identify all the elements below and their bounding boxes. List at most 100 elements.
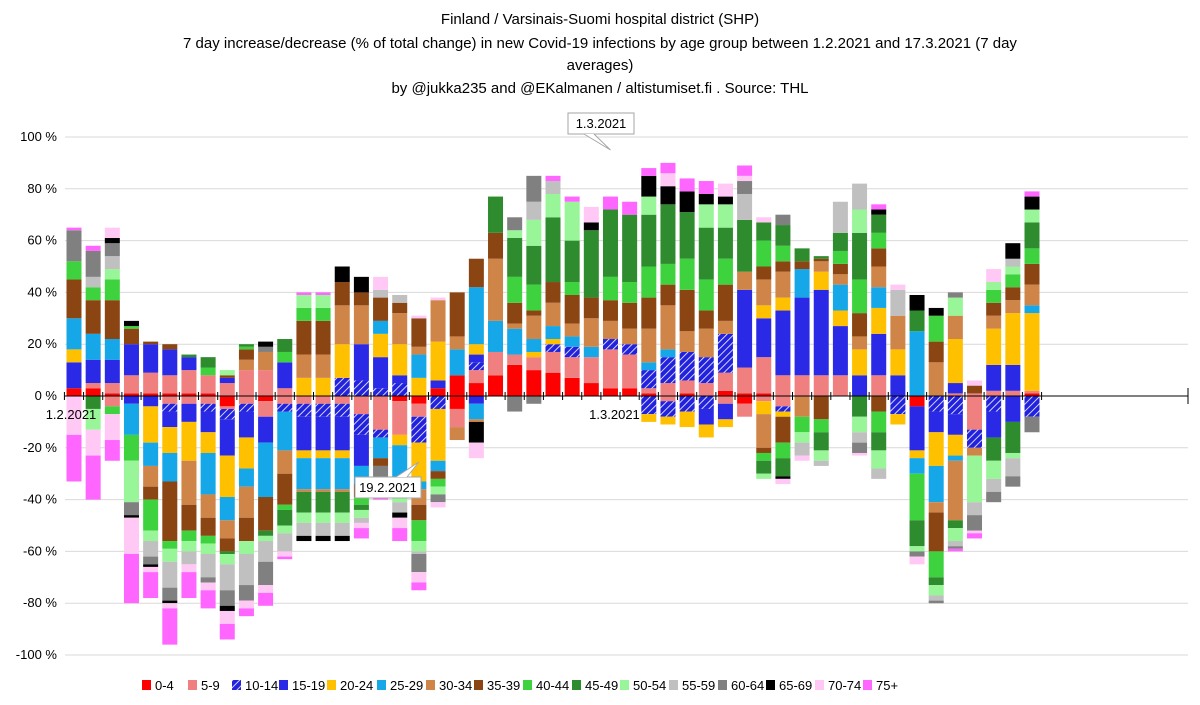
bar-segment-60-64 [258, 346, 274, 352]
bar-segment-75+ [315, 292, 331, 295]
bar-segment-40-44 [622, 282, 638, 303]
bar-segment-20-24 [717, 419, 733, 428]
bar-segment-40-44 [775, 245, 791, 262]
bar-segment-75+ [353, 528, 369, 539]
bar-segment-20-24 [526, 351, 542, 358]
y-tick-label: -60 % [23, 543, 57, 558]
bar-segment-45-49 [507, 238, 523, 277]
bar-segment-40-44 [411, 520, 427, 542]
bar-segment-40-44 [200, 535, 216, 544]
bar-segment-45-49 [1024, 222, 1040, 249]
bar-segment-50-54 [947, 297, 963, 316]
bar-segment-5-9 [85, 383, 101, 389]
bar-segment-50-54 [986, 282, 1002, 290]
bar-segment-75+ [392, 528, 408, 542]
y-tick-label: -80 % [23, 595, 57, 610]
bar-segment-30-34 [200, 494, 216, 518]
bar-segment-40-44 [85, 287, 101, 301]
bar-segment-25-29 [238, 468, 254, 487]
bar-segment-70-74 [143, 566, 159, 573]
bar-segment-50-54 [104, 269, 120, 280]
bar-segment-60-64 [947, 292, 963, 298]
bar-segment-70-74 [430, 297, 446, 301]
bar-segment-15-19 [756, 318, 772, 358]
bar-segment-0-4 [123, 393, 139, 396]
bar-segment-25-29 [507, 328, 523, 355]
bar-segment-10-14 [967, 429, 983, 448]
bar-segment-0-4 [411, 396, 427, 404]
bar-segment-45-49 [679, 212, 695, 259]
bar-segment-60-64 [219, 590, 235, 606]
bar-segment-35-39 [296, 320, 312, 355]
bar-segment-60-64 [258, 561, 274, 586]
bar-segment-0-4 [449, 396, 465, 409]
bar-segment-40-44 [602, 276, 618, 301]
bar-segment-60-64 [1024, 416, 1040, 433]
bar-segment-30-34 [660, 305, 676, 350]
bar-segment-5-9 [641, 388, 657, 394]
bar-segment-65-69 [123, 320, 139, 327]
bar-segment-65-69 [296, 535, 312, 542]
bar-segment-30-34 [143, 465, 159, 487]
bar-segment-50-54 [641, 196, 657, 215]
bar-segment-50-54 [296, 512, 312, 523]
bar-segment-10-14 [602, 339, 618, 350]
bar-segment-30-34 [852, 336, 868, 350]
bar-segment-5-9 [181, 396, 197, 404]
bar-segment-50-54 [813, 450, 829, 461]
bar-segment-5-9 [679, 380, 695, 394]
legend-label-10-14: 10-14 [245, 678, 278, 693]
legend-label-35-39: 35-39 [487, 678, 520, 693]
bar-segment-75+ [85, 245, 101, 251]
bar-segment-45-49 [277, 509, 293, 526]
bar-segment-20-24 [296, 377, 312, 396]
annotation-box [567, 112, 635, 135]
legend-label-40-44: 40-44 [536, 678, 569, 693]
bar-segment-10-14 [679, 396, 695, 412]
legend-swatch-20-24 [327, 680, 336, 690]
bar-segment-35-39 [928, 512, 944, 552]
legend-swatch-10-14 [232, 680, 241, 690]
bar-segment-5-9 [488, 351, 504, 376]
bar-segment-60-64 [123, 502, 139, 516]
bar-segment-30-34 [315, 354, 331, 378]
bar-segment-10-14 [373, 429, 389, 438]
bar-segment-15-19 [353, 344, 369, 381]
bar-segment-50-54 [430, 486, 446, 495]
bar-segment-30-34 [334, 489, 350, 492]
bar-segment-35-39 [967, 385, 983, 394]
bar-segment-30-34 [737, 271, 753, 290]
legend-swatch-60-64 [718, 680, 727, 690]
bar-segment-15-19 [162, 411, 178, 428]
legend-swatch-15-19 [279, 680, 288, 690]
bar-segment-55-59 [813, 460, 829, 466]
bar-segment-45-49 [909, 310, 925, 332]
bar-segment-70-74 [583, 206, 599, 223]
bar-segment-40-44 [238, 346, 254, 350]
bar-segment-40-44 [66, 261, 82, 280]
bar-segment-75+ [143, 572, 159, 599]
bar-segment-15-19 [698, 408, 714, 425]
bar-segment-30-34 [181, 460, 197, 505]
bar-segment-0-4 [162, 393, 178, 396]
bar-segment-55-59 [1005, 258, 1021, 267]
bar-segment-15-19 [219, 377, 235, 384]
bar-segment-10-14 [315, 403, 331, 417]
bar-segment-25-29 [85, 333, 101, 360]
bar-segment-30-34 [296, 354, 312, 378]
bar-segment-10-14 [660, 357, 676, 384]
y-tick-label: 60 % [27, 233, 57, 248]
bar-segment-40-44 [507, 276, 523, 303]
bar-segment-35-39 [315, 320, 331, 355]
bar-segment-15-19 [1005, 396, 1021, 422]
bar-segment-45-49 [698, 227, 714, 280]
bar-segment-15-19 [947, 414, 963, 435]
bar-segment-40-44 [430, 478, 446, 487]
bar-segment-45-49 [85, 396, 101, 409]
bar-segment-25-29 [334, 458, 350, 490]
bar-segment-20-24 [334, 450, 350, 459]
bar-segment-70-74 [852, 452, 868, 456]
bar-segment-40-44 [986, 289, 1002, 303]
bar-segment-5-9 [832, 375, 848, 396]
bar-segment-50-54 [162, 548, 178, 562]
